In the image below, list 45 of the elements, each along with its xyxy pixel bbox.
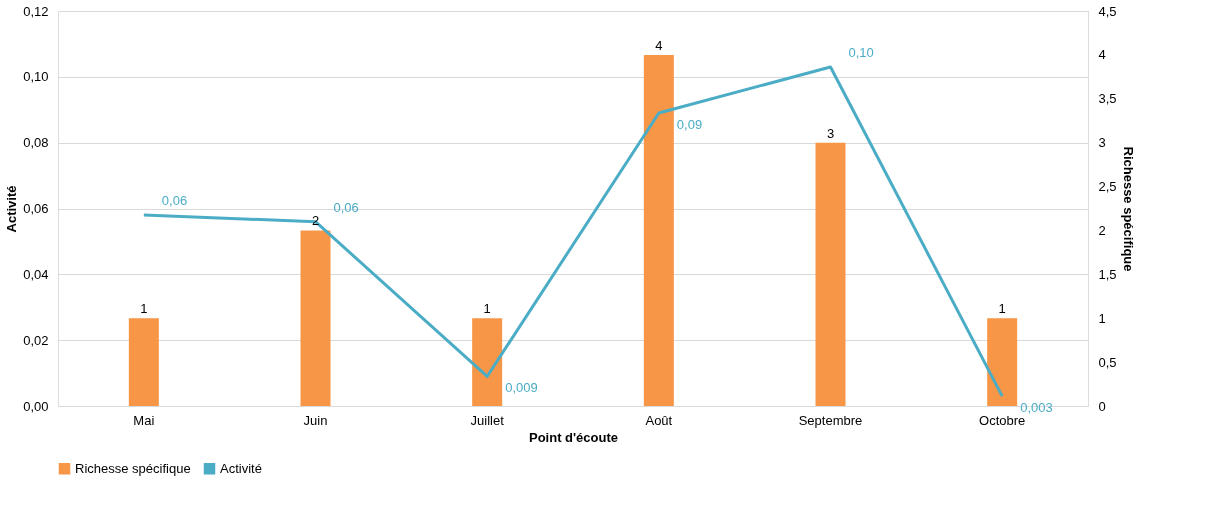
data-label: 1 (140, 301, 148, 317)
legend-label: Richesse spécifique (75, 460, 191, 476)
bar (300, 230, 331, 406)
data-label: 0,06 (161, 193, 188, 209)
y2-tick-label: 2,5 (1098, 179, 1117, 195)
bar (643, 54, 674, 406)
y-tick-label: 0,08 (23, 135, 49, 151)
data-label: 2 (311, 213, 320, 229)
y-axis-title: Activité (4, 185, 20, 233)
y-tick-label: 0,00 (23, 398, 49, 414)
data-label: 4 (655, 37, 663, 53)
y2-tick-label: 0,5 (1098, 354, 1117, 370)
y-tick-label: 0,06 (23, 201, 49, 216)
data-label: 0,09 (676, 117, 703, 133)
y2-tick-label: 4,5 (1098, 3, 1117, 19)
y2-tick-label: 3,5 (1098, 91, 1117, 107)
x-tick-label: Mai (133, 412, 155, 428)
bar (987, 318, 1018, 406)
y2-tick-label: 1,5 (1098, 266, 1117, 282)
y2-tick-label: 0 (1098, 398, 1106, 414)
bar (472, 318, 503, 406)
y2-tick-label: 3 (1098, 135, 1106, 151)
bar (815, 142, 846, 406)
data-label: 1 (998, 301, 1006, 317)
y2-axis-title: Richesse spécifique (1120, 146, 1136, 272)
y-tick-label: 0,04 (23, 266, 49, 282)
y-tick-label: 0,12 (23, 3, 49, 19)
legend-label: Activité (220, 460, 262, 476)
bar (128, 318, 159, 406)
y2-tick-label: 2 (1098, 222, 1106, 238)
x-tick-label: Août (645, 412, 673, 428)
y2-tick-label: 4 (1098, 47, 1106, 63)
line-series (142, 65, 1004, 398)
x-tick-label: Juin (303, 412, 328, 428)
data-label: 3 (826, 125, 835, 141)
y-tick-label: 0,10 (23, 69, 49, 85)
data-label: 0,10 (848, 44, 874, 60)
x-tick-label: Septembre (798, 412, 863, 428)
data-label: 0,009 (505, 380, 538, 396)
x-tick-label: Juillet (470, 412, 505, 428)
y2-tick-label: 1 (1098, 310, 1106, 326)
data-label: 1 (483, 301, 491, 317)
x-axis-title: Point d'écoute (528, 429, 619, 445)
data-label: 0,06 (333, 199, 359, 215)
y-tick-label: 0,02 (23, 332, 49, 348)
